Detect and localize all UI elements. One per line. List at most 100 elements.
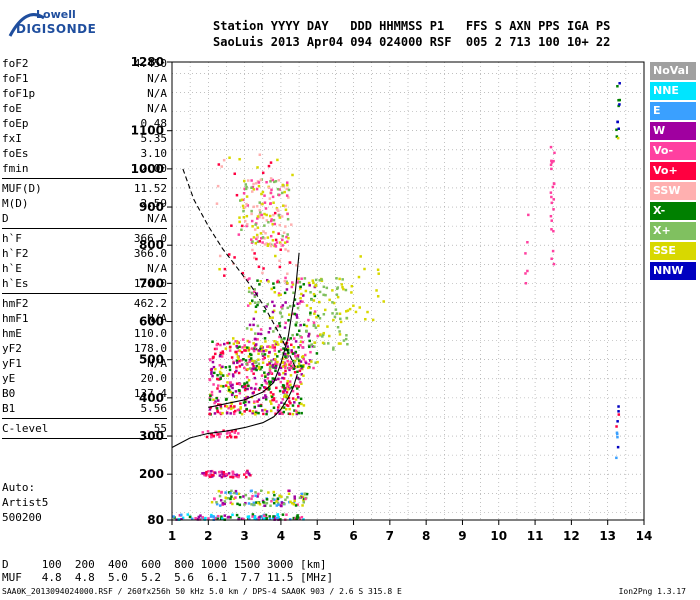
echo-point: [298, 496, 302, 500]
echo-point: [252, 349, 256, 353]
echo-point: [273, 290, 277, 294]
x-tick-label: 10: [490, 529, 507, 543]
echo-point: [253, 515, 257, 519]
echo-point: [238, 349, 242, 353]
echo-point: [263, 356, 266, 360]
echo-point: [263, 224, 266, 227]
echo-point: [298, 302, 301, 305]
echo-point: [261, 190, 265, 194]
echo-point: [180, 518, 183, 521]
echo-point: [285, 513, 288, 516]
echo-point: [221, 473, 224, 476]
echo-point: [245, 214, 249, 218]
echo-point: [295, 321, 298, 324]
echo-point: [247, 378, 251, 382]
param-label: yE: [2, 372, 16, 385]
echo-point: [231, 391, 234, 395]
echo-point: [235, 396, 238, 399]
echo-point: [236, 341, 239, 345]
echo-point: [218, 494, 222, 498]
echo-point: [284, 276, 287, 280]
echo-point: [298, 280, 302, 284]
echo-point: [232, 412, 236, 416]
echo-point: [552, 208, 555, 211]
echo-point: [277, 343, 280, 346]
echo-point: [247, 346, 250, 350]
echo-point: [243, 205, 247, 209]
echo-point: [201, 431, 205, 434]
echo-point: [364, 317, 367, 321]
muf-row: MUF 4.8 4.8 5.0 5.2 5.6 6.1 7.7 11.5 [MH…: [2, 571, 334, 584]
param-row: C-level 55: [2, 421, 167, 436]
echo-point: [312, 321, 316, 324]
echo-point: [253, 517, 256, 520]
echo-point: [312, 324, 316, 328]
echo-point: [247, 517, 251, 521]
echo-point: [281, 352, 285, 355]
echo-point: [218, 411, 222, 415]
echo-point: [286, 384, 289, 388]
echo-point: [220, 470, 223, 474]
echo-point: [287, 318, 290, 322]
echo-point: [300, 515, 304, 519]
echo-point: [307, 366, 310, 370]
echo-point: [283, 190, 286, 194]
echo-point: [252, 317, 256, 321]
echo-point: [237, 475, 240, 479]
echo-point: [320, 279, 324, 283]
echo-point: [296, 516, 300, 519]
echo-point: [332, 301, 336, 305]
param-row: foF1p N/A: [2, 86, 167, 101]
echo-point: [549, 145, 553, 149]
echo-point: [224, 474, 227, 478]
echo-point: [186, 513, 190, 516]
echo-point: [278, 241, 282, 244]
echo-point: [265, 498, 269, 501]
echo-point: [224, 491, 227, 494]
echo-point: [286, 183, 289, 187]
echo-point: [250, 190, 254, 193]
echo-point: [252, 182, 255, 186]
echo-point: [616, 432, 619, 436]
param-group-4: hmF2 462.2 hmF1 N/A hmE 110.0 yF2 178.0 yF1 N/A yE…: [2, 296, 167, 416]
echo-point: [290, 349, 293, 352]
echo-point: [327, 342, 330, 345]
echo-point: [205, 473, 208, 476]
echo-point: [287, 338, 291, 341]
echo-point: [258, 213, 261, 217]
echo-point: [221, 385, 225, 388]
echo-point: [209, 394, 212, 398]
echo-point: [215, 202, 219, 205]
echo-point: [206, 430, 210, 433]
echo-point: [261, 241, 264, 244]
echo-point: [296, 281, 300, 284]
echo-point: [309, 313, 312, 316]
echo-point: [235, 340, 239, 343]
echo-point: [259, 347, 262, 351]
echo-point: [180, 513, 183, 517]
echo-point: [235, 369, 238, 373]
echo-point: [285, 235, 288, 239]
echo-point: [283, 362, 286, 365]
echo-point: [257, 404, 261, 407]
param-value: N/A: [147, 212, 167, 225]
echo-point: [273, 493, 276, 497]
echo-point: [210, 435, 213, 439]
echo-point: [277, 179, 281, 182]
echo-point: [313, 312, 316, 316]
echo-point: [358, 306, 362, 309]
echo-point: [214, 471, 217, 475]
echo-point: [229, 435, 233, 439]
echo-point: [277, 292, 281, 295]
echo-point: [250, 497, 253, 501]
echo-point: [312, 299, 316, 302]
echo-point: [276, 355, 279, 358]
echo-point: [284, 498, 287, 502]
echo-point: [359, 255, 362, 258]
echo-point: [289, 401, 292, 405]
echo-point: [259, 211, 262, 214]
x-tick-label: 3: [240, 529, 248, 543]
echo-point: [218, 370, 222, 374]
echo-point: [307, 332, 311, 336]
echo-point: [188, 515, 192, 519]
